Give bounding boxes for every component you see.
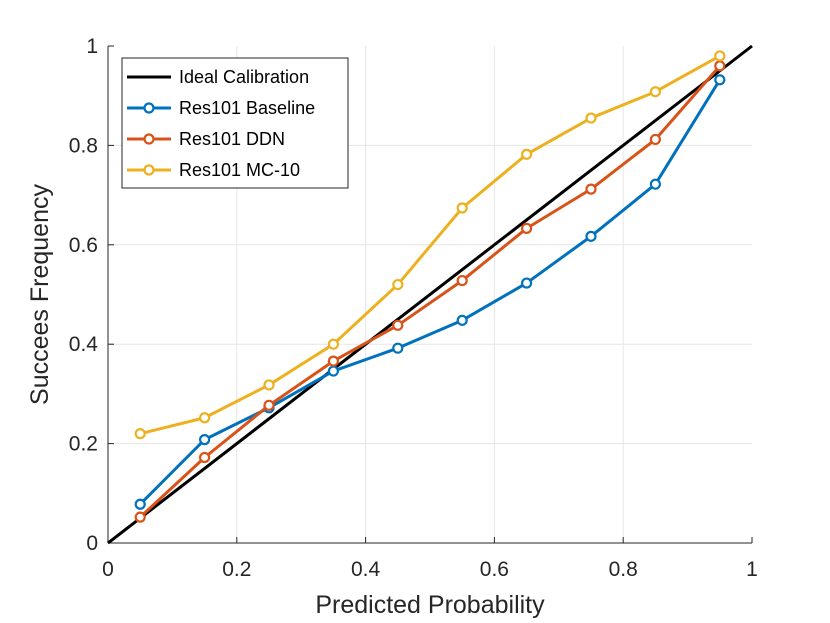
legend-label: Ideal Calibration (179, 67, 309, 87)
y-tick-label: 0.6 (69, 234, 98, 257)
legend-item-res101-ddn: Res101 DDN (127, 129, 285, 149)
data-point-res101-ddn (585, 183, 597, 195)
x-axis-ticks: 0 0.2 0.4 0.6 0.8 1 (102, 537, 758, 581)
data-point-res101-ddn (456, 274, 468, 287)
series-line-res101-baseline (139, 79, 722, 506)
data-point-res101-mc-10 (134, 428, 146, 440)
data-point-res101-baseline (585, 230, 597, 242)
y-tick-label: 0.4 (69, 333, 99, 356)
data-point-res101-baseline (649, 178, 662, 190)
data-point-res101-mc-10 (392, 278, 404, 291)
data-point-res101-ddn (649, 133, 662, 146)
x-tick-label: 1 (746, 558, 758, 581)
data-point-res101-ddn (134, 511, 146, 523)
data-point-res101-baseline (392, 342, 404, 354)
data-point-res101-ddn (714, 60, 726, 72)
legend: Ideal Calibration Res101 Baseline Res101 D… (121, 57, 349, 189)
y-tick-label: 0 (86, 532, 98, 555)
data-point-res101-baseline (714, 74, 726, 86)
data-point-res101-ddn (392, 319, 404, 331)
legend-item-ideal-calibration: Ideal Calibration (127, 67, 309, 87)
legend-swatch-marker (143, 164, 155, 176)
legend-box (121, 57, 349, 189)
legend-label: Res101 MC-10 (179, 160, 300, 180)
x-tick-label: 0.2 (222, 558, 251, 581)
data-point-res101-mc-10 (520, 148, 533, 160)
legend-label: Res101 DDN (179, 129, 285, 149)
y-axis-ticks: 0 0.2 0.4 0.6 0.8 1 (69, 35, 114, 555)
data-point-res101-mc-10 (199, 412, 211, 424)
legend-item-res101-baseline: Res101 Baseline (127, 98, 315, 118)
data-point-res101-ddn (263, 399, 275, 411)
legend-swatch-marker (143, 102, 155, 114)
plot-lines (107, 44, 753, 545)
data-point-res101-baseline (199, 434, 211, 446)
data-point-res101-baseline (134, 498, 146, 510)
data-point-res101-ddn (520, 222, 533, 234)
series-res101-mc-10 (134, 50, 726, 440)
legend-item-res101-mc-10: Res101 MC-10 (127, 160, 300, 180)
y-axis-label: Succees Frequency (26, 184, 54, 405)
data-point-res101-mc-10 (327, 338, 339, 350)
data-point-res101-mc-10 (585, 112, 597, 124)
data-point-res101-mc-10 (263, 379, 275, 391)
x-tick-label: 0.6 (480, 558, 509, 581)
series-line-res101-ddn (139, 64, 721, 519)
data-point-res101-baseline (520, 277, 533, 289)
x-tick-label: 0 (102, 558, 114, 581)
x-tick-label: 0.4 (351, 558, 381, 581)
data-point-res101-ddn (327, 355, 339, 367)
series-res101-ddn (134, 60, 726, 523)
legend-label: Res101 Baseline (179, 98, 315, 118)
legend-swatch-marker (143, 133, 155, 145)
data-point-res101-mc-10 (456, 202, 468, 214)
axes (107, 46, 752, 544)
data-point-res101-ddn (199, 451, 211, 464)
x-tick-label: 0.8 (609, 558, 638, 581)
data-point-res101-mc-10 (649, 86, 662, 98)
y-tick-label: 1 (86, 35, 98, 58)
data-point-res101-baseline (456, 314, 468, 326)
y-tick-label: 0.2 (69, 433, 98, 456)
x-axis-label: Predicted Probability (315, 591, 545, 619)
series-line-res101-mc-10 (139, 54, 721, 436)
ideal-calibration-line (107, 44, 753, 545)
data-point-res101-mc-10 (714, 50, 726, 62)
y-tick-label: 0.8 (69, 134, 98, 157)
data-point-res101-baseline (327, 365, 339, 377)
